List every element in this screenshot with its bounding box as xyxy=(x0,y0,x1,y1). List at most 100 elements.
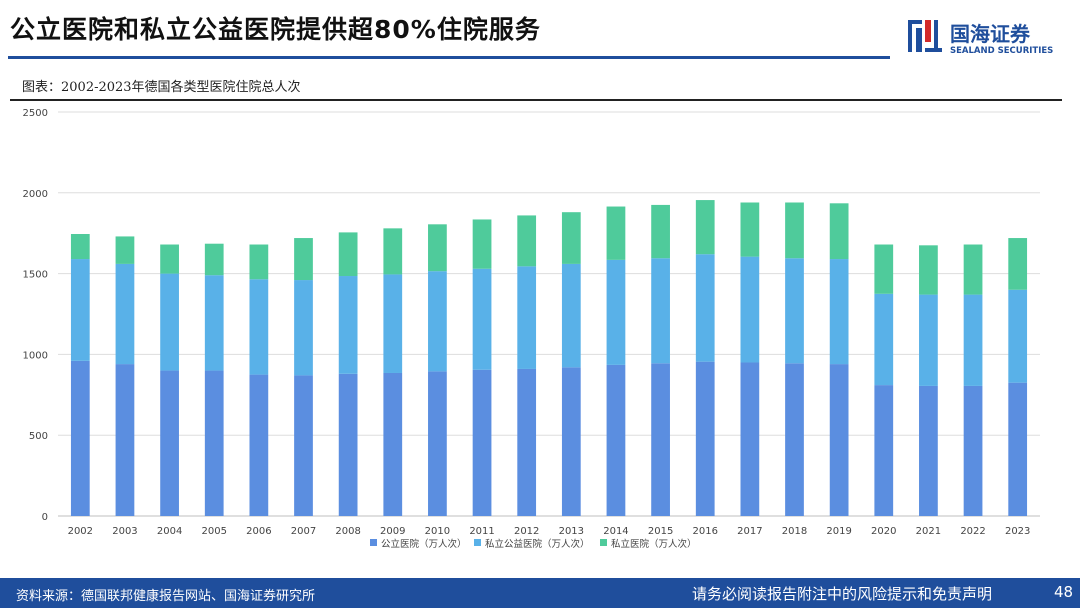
title-underline xyxy=(8,56,890,59)
brand-logo: 国海证券 SEALAND SECURITIES xyxy=(906,16,1066,60)
bar-segment xyxy=(874,293,894,386)
x-tick-label: 2014 xyxy=(603,526,628,537)
bar-segment xyxy=(874,244,894,294)
bar-segment xyxy=(651,204,670,259)
bar-segment xyxy=(249,244,269,280)
x-tick-label: 2023 xyxy=(1005,526,1030,537)
bar-segment xyxy=(963,244,983,295)
bar-segment xyxy=(606,364,626,516)
bar-segment xyxy=(695,361,715,516)
legend-label: 私立医院（万人次） xyxy=(611,538,697,550)
bar-segment xyxy=(383,274,403,373)
bar-segment xyxy=(249,279,269,375)
chart-bars xyxy=(70,200,1028,516)
bar-segment xyxy=(561,367,581,516)
x-tick-label: 2021 xyxy=(916,526,941,537)
bar-segment xyxy=(338,373,358,516)
bar-segment xyxy=(606,206,626,260)
x-tick-label: 2008 xyxy=(335,526,360,537)
bar-segment xyxy=(919,385,938,516)
y-tick-label: 2000 xyxy=(23,189,48,200)
bar-segment xyxy=(785,363,804,516)
x-tick-label: 2002 xyxy=(68,526,93,537)
bar-segment xyxy=(294,238,313,281)
stacked-bar-chart: 0 500 1000 1500 2000 2500 2002 2003 2004 2005 2006… xyxy=(23,108,1040,550)
chart-legend: 公立医院（万人次） 私立公益医院（万人次） 私立医院（万人次） xyxy=(370,538,697,550)
bar-segment xyxy=(829,364,849,516)
bar-segment xyxy=(1008,238,1028,290)
y-tick-label: 500 xyxy=(29,431,48,442)
bar-segment xyxy=(428,271,447,372)
bar-segment xyxy=(517,215,537,267)
bar-segment xyxy=(204,370,224,516)
footer-bar: 资料来源：德国联邦健康报告网站、国海证券研究所 请务必阅读报告附注中的风险提示和… xyxy=(0,578,1080,608)
x-tick-label: 2005 xyxy=(202,526,227,537)
x-tick-label: 2009 xyxy=(380,526,405,537)
x-tick-label: 2013 xyxy=(559,526,584,537)
bar-segment xyxy=(115,236,135,264)
y-tick-label: 1500 xyxy=(23,270,48,281)
x-tick-label: 2011 xyxy=(469,526,494,537)
bar-segment xyxy=(338,276,358,374)
x-tick-label: 2006 xyxy=(246,526,271,537)
source-note: 资料来源：德国联邦健康报告网站、国海证券研究所 xyxy=(16,589,316,604)
bar-segment xyxy=(695,254,715,362)
bar-segment xyxy=(829,259,849,365)
page-number: 48 xyxy=(1054,583,1074,601)
legend-label: 公立医院（万人次） xyxy=(381,538,467,550)
bar-segment xyxy=(919,294,938,386)
x-tick-label: 2016 xyxy=(693,526,718,537)
bar-segment xyxy=(963,385,983,516)
bar-segment xyxy=(115,364,135,516)
bar-segment xyxy=(517,368,537,516)
logo-chinese-name: 国海证券 xyxy=(950,22,1030,46)
bar-segment xyxy=(70,259,90,361)
x-tick-label: 2012 xyxy=(514,526,539,537)
bar-segment xyxy=(1008,289,1028,383)
bar-segment xyxy=(160,244,179,274)
legend-label: 私立公益医院（万人次） xyxy=(485,538,590,550)
disclaimer-link[interactable]: 请务必阅读报告附注中的风险提示和免责声明 xyxy=(692,585,993,603)
bar-segment xyxy=(651,258,670,364)
bar-segment xyxy=(294,375,313,516)
bar-segment xyxy=(695,200,715,255)
bar-segment xyxy=(70,360,90,516)
bar-segment xyxy=(829,203,849,260)
caption-divider xyxy=(10,99,1062,101)
legend-swatch xyxy=(370,539,377,546)
bar-segment xyxy=(294,280,313,376)
page-title: 公立医院和私立公益医院提供超80%住院服务 xyxy=(10,15,541,44)
x-tick-label: 2003 xyxy=(112,526,137,537)
bar-segment xyxy=(740,362,760,516)
x-tick-label: 2022 xyxy=(960,526,985,537)
x-tick-label: 2017 xyxy=(737,526,762,537)
legend-swatch xyxy=(474,539,481,546)
bar-segment xyxy=(963,294,983,386)
y-tick-label: 2500 xyxy=(23,108,48,119)
x-tick-label: 2019 xyxy=(826,526,851,537)
bar-segment xyxy=(115,263,135,365)
bar-segment xyxy=(160,273,179,371)
bar-segment xyxy=(428,224,447,272)
bar-segment xyxy=(785,258,804,364)
bar-segment xyxy=(160,370,179,516)
chart-axis-labels: 0 500 1000 1500 2000 2500 2002 2003 2004 2005 2006… xyxy=(23,108,1031,537)
bar-segment xyxy=(338,232,358,277)
x-tick-label: 2018 xyxy=(782,526,807,537)
bar-segment xyxy=(428,371,447,516)
bar-segment xyxy=(517,266,537,369)
chart-caption: 图表：2002-2023年德国各类型医院住院总人次 xyxy=(22,80,301,95)
bar-segment xyxy=(785,202,804,259)
bar-segment xyxy=(561,212,581,264)
legend-swatch xyxy=(600,539,607,546)
bar-segment xyxy=(70,234,90,260)
sealand-logo-icon xyxy=(908,20,942,52)
bar-segment xyxy=(740,256,760,363)
bar-segment xyxy=(383,228,403,275)
x-tick-label: 2015 xyxy=(648,526,673,537)
y-tick-label: 0 xyxy=(42,512,48,523)
x-tick-label: 2007 xyxy=(291,526,316,537)
y-tick-label: 1000 xyxy=(23,350,48,361)
bar-segment xyxy=(606,259,626,365)
bar-segment xyxy=(204,275,224,371)
